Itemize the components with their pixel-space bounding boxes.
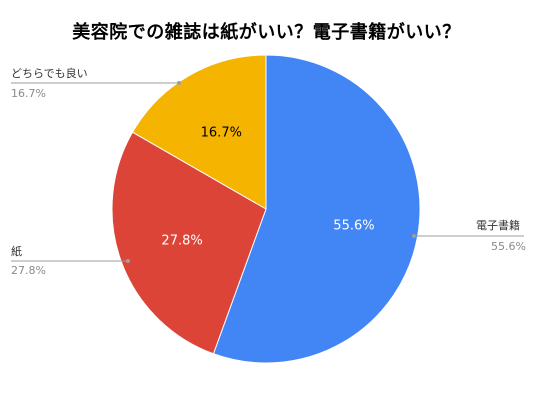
callout-percent-1: 55.6% xyxy=(491,240,526,253)
callout-name-1: 電子書籍 xyxy=(476,218,520,232)
pie-slice-2 xyxy=(111,131,267,355)
callout-name-3: どちらでも良い xyxy=(11,66,88,80)
pie-slice-3 xyxy=(131,54,267,210)
callout-dot-3 xyxy=(177,81,181,85)
slice-data-label-2: 27.8% xyxy=(161,234,202,249)
chart-title: 美容院での雑誌は紙がいい？電子書籍がいい？ xyxy=(72,22,461,43)
slice-data-label-1: 55.6% xyxy=(333,218,374,233)
callout-percent-2: 27.8% xyxy=(11,264,46,277)
callout-dot-1 xyxy=(412,234,416,238)
callout-percent-3: 16.7% xyxy=(11,87,46,100)
slice-data-label-3: 16.7% xyxy=(201,126,242,141)
callout-dot-2 xyxy=(126,259,130,263)
callout-name-2: 紙 xyxy=(11,244,22,258)
